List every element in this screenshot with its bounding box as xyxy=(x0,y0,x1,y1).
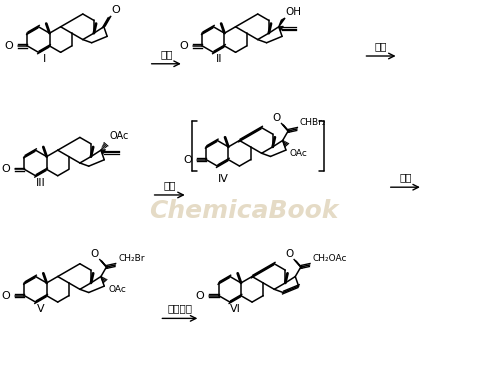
Text: II: II xyxy=(216,54,222,64)
Text: CH₂OAc: CH₂OAc xyxy=(312,254,347,263)
Polygon shape xyxy=(279,18,285,27)
Text: V: V xyxy=(37,304,45,314)
Text: OAc: OAc xyxy=(290,149,308,158)
Text: III: III xyxy=(36,178,46,188)
Text: 还原: 还原 xyxy=(399,172,411,182)
Text: 加成: 加成 xyxy=(163,180,176,190)
Text: O: O xyxy=(285,249,293,258)
Text: VI: VI xyxy=(230,304,241,314)
Text: O: O xyxy=(1,291,10,301)
Text: IV: IV xyxy=(217,174,228,183)
Text: O: O xyxy=(273,113,281,122)
Text: OH: OH xyxy=(285,7,301,17)
Text: O: O xyxy=(111,5,120,15)
Text: ChemicaBook: ChemicaBook xyxy=(149,199,339,224)
Text: 置换消除: 置换消除 xyxy=(168,303,192,314)
Text: O: O xyxy=(183,155,192,165)
Text: O: O xyxy=(180,41,188,51)
Text: 酯化: 酯化 xyxy=(375,41,387,51)
Text: OAc: OAc xyxy=(108,285,126,294)
Text: CHBr₂: CHBr₂ xyxy=(300,118,326,127)
Text: O: O xyxy=(91,249,99,258)
Text: O: O xyxy=(1,164,10,174)
Text: I: I xyxy=(42,54,46,64)
Text: CH₂Br: CH₂Br xyxy=(118,254,145,263)
Text: OAc: OAc xyxy=(109,131,129,141)
Text: O: O xyxy=(4,41,13,51)
Text: 炔化: 炔化 xyxy=(160,49,172,59)
Text: O: O xyxy=(196,291,204,301)
